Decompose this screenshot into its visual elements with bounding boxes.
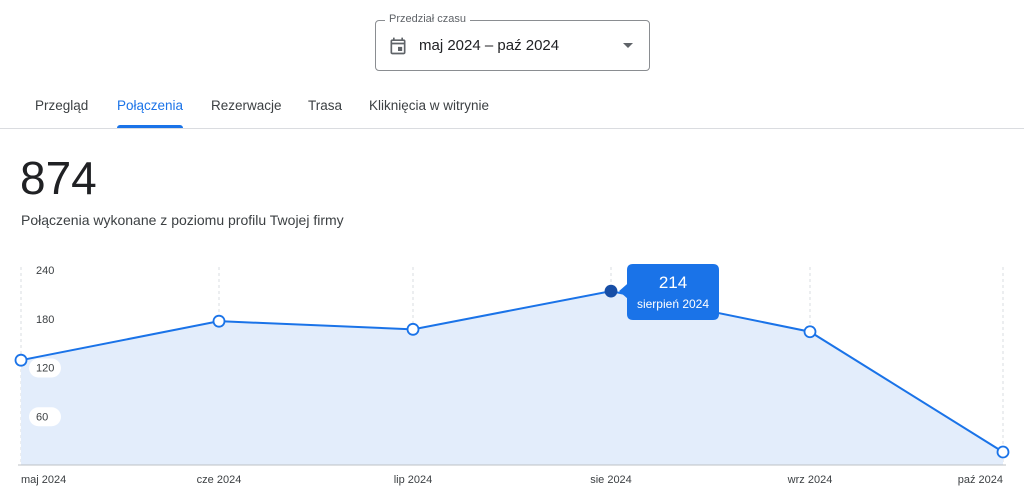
x-tick-label: lip 2024 [394,474,433,486]
series-line [20,290,1004,453]
date-range-value: maj 2024 – paź 2024 [419,37,560,54]
tab-polaczenia[interactable]: Połączenia [117,86,184,128]
data-point [996,445,1010,459]
tooltip-value: 214 [659,273,687,292]
data-point-active [604,284,618,298]
date-range-legend: Przedział czasu [385,13,471,26]
calls-chart: 240 180 120 60 maj 2024 cze 2024 lip 2024 sie 2… [14,264,1010,486]
data-point [212,314,226,328]
x-tick-label: sie 2024 [590,474,632,486]
y-tick-label: 240 [36,265,54,277]
tab-przeglad[interactable]: Przegląd [35,98,89,113]
tooltip-label: sierpień 2024 [637,297,709,311]
tab-klikniecia[interactable]: Kliknięcia w witrynie [369,98,490,113]
x-tick-label: cze 2024 [197,474,242,486]
chart-area [21,291,1003,465]
metric-description: Połączenia wykonane z poziomu profilu Tw… [21,212,344,228]
calendar-icon [390,37,406,55]
y-tick-pill [29,358,61,378]
y-tick-label: 180 [36,314,54,326]
y-tick-label: 120 [36,363,54,375]
data-point [406,322,420,336]
y-tick-pill [29,407,61,427]
tab-bar: Przegląd Połączenia Rezerwacje Trasa Kli… [0,86,1024,129]
x-tick-label: paź 2024 [958,474,1003,486]
data-point [803,325,817,339]
tooltip: 214 sierpień 2024 [619,264,719,320]
x-tick-label: wrz 2024 [787,474,833,486]
x-tick-label: maj 2024 [21,474,66,486]
y-tick-label: 60 [36,411,48,423]
metric-value: 874 [20,152,97,204]
data-point [14,353,28,367]
tooltip-box [619,264,719,320]
chevron-down-icon[interactable] [623,43,633,48]
tab-trasa[interactable]: Trasa [308,98,343,113]
date-range-box[interactable]: maj 2024 – paź 2024 [375,20,650,71]
date-range-selector[interactable]: maj 2024 – paź 2024 Przedział czasu [375,13,650,71]
tab-rezerwacje[interactable]: Rezerwacje [211,98,282,113]
